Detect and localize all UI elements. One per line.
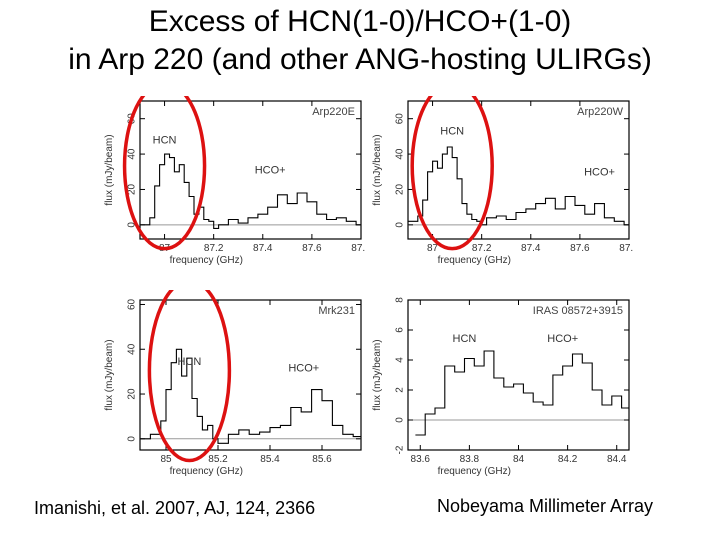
y-tick-label: 20	[127, 183, 138, 195]
x-tick-label: 87.8	[351, 243, 365, 254]
y-tick-label: 40	[127, 148, 138, 160]
x-tick-label: 87.6	[302, 243, 322, 254]
x-axis-label: frequency (GHz)	[438, 466, 511, 477]
y-tick-label: 8	[395, 297, 406, 303]
x-tick-label: 87	[427, 243, 439, 254]
y-tick-label: 60	[127, 298, 138, 310]
line-annotation: HCN	[177, 356, 201, 368]
line-annotation: HCN	[440, 126, 464, 138]
x-tick-label: 84	[513, 454, 525, 465]
y-tick-label: 6	[395, 327, 406, 333]
x-tick-label: 84.4	[607, 454, 627, 465]
y-tick-label: 0	[395, 417, 406, 423]
panel-name-label: Arp220E	[312, 106, 355, 118]
y-tick-label: 20	[395, 183, 406, 195]
y-tick-label: 4	[395, 357, 406, 363]
y-axis-label: flux (mJy/beam)	[372, 134, 383, 205]
x-tick-label: 83.6	[411, 454, 431, 465]
y-tick-label: 0	[127, 222, 138, 228]
spectrum-line	[415, 350, 629, 436]
hcn-highlight-ellipse	[410, 96, 494, 251]
x-axis-label: frequency (GHz)	[170, 466, 243, 477]
hcn-highlight-ellipse	[122, 96, 207, 251]
plot-frame	[407, 299, 630, 451]
x-tick-label: 87.2	[472, 243, 492, 254]
x-tick-label: 84.2	[558, 454, 578, 465]
x-tick-label: 87.4	[253, 243, 273, 254]
plot-frame	[139, 299, 362, 451]
panel-name-label: IRAS 08572+3915	[533, 305, 623, 317]
line-annotation: HCO+	[547, 333, 578, 345]
spectrum-panel-arp220w: 87 87.2 87.4 87.6 87.8 0 20 40 60 frequency (GHz)…	[372, 96, 633, 266]
y-tick-label: 2	[395, 387, 406, 393]
y-tick-label: -2	[395, 445, 406, 454]
y-tick-label: 0	[395, 222, 406, 228]
x-tick-label: 87.8	[619, 243, 633, 254]
y-axis-label: flux (mJy/beam)	[372, 339, 383, 410]
spectrum-line	[140, 153, 361, 229]
panel-name-label: Arp220W	[577, 106, 623, 118]
x-tick-label: 85.2	[208, 454, 228, 465]
slide-title-line-1: Excess of HCN(1-0)/HCO+(1-0)	[148, 5, 572, 38]
hcn-highlight-ellipse	[147, 290, 232, 463]
line-annotation: HCN	[453, 333, 477, 345]
line-annotation: HCO+	[288, 363, 319, 375]
x-tick-label: 85.4	[260, 454, 280, 465]
slide-title-line-2: in Arp 220 (and other ANG-hosting ULIRGs…	[68, 43, 652, 76]
y-tick-label: 20	[127, 388, 138, 400]
y-tick-label: 40	[127, 343, 138, 355]
x-tick-label: 87.2	[204, 243, 224, 254]
line-annotation: HCO+	[584, 166, 615, 178]
panel-name-label: Mrk231	[318, 305, 355, 317]
spectrum-line	[140, 348, 361, 444]
y-axis-label: flux (mJy/beam)	[104, 134, 115, 205]
spectrum-panel-mrk231: 85 85.2 85.4 85.6 0 20 40 60 frequency (GHz) flux…	[104, 290, 362, 477]
plot-frame	[407, 100, 630, 240]
x-tick-label: 85	[160, 454, 172, 465]
y-tick-label: 60	[395, 113, 406, 125]
x-tick-label: 85.6	[312, 454, 332, 465]
line-annotation: HCO+	[255, 165, 286, 177]
instrument-caption: Nobeyama Millimeter Array	[437, 496, 654, 516]
x-axis-label: frequency (GHz)	[438, 255, 511, 266]
x-tick-label: 87.6	[570, 243, 590, 254]
spectrum-panel-iras08572: 83.6 83.8 84 84.2 84.4 -2 0 2 4 6 8 frequency (GHz)…	[372, 297, 630, 477]
line-annotation: HCN	[153, 134, 177, 146]
y-tick-label: 0	[127, 436, 138, 442]
citation-caption: Imanishi, et al. 2007, AJ, 124, 2366	[34, 498, 316, 518]
plot-frame	[139, 100, 362, 240]
spectrum-line	[408, 146, 629, 226]
x-axis-label: frequency (GHz)	[170, 255, 243, 266]
y-tick-label: 40	[395, 148, 406, 160]
y-axis-label: flux (mJy/beam)	[104, 339, 115, 410]
x-tick-label: 87.4	[521, 243, 541, 254]
x-tick-label: 83.8	[460, 454, 480, 465]
